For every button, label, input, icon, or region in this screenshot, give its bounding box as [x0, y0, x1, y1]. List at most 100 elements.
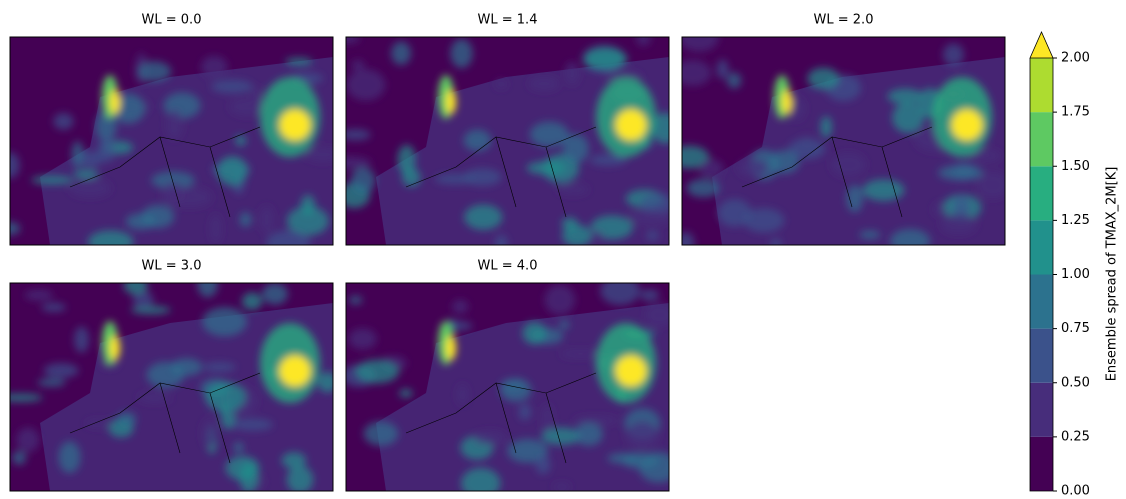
map: [670, 23, 1009, 255]
map: [0, 271, 338, 494]
map-blob: [574, 416, 618, 425]
map-blob: [560, 350, 601, 358]
map-blob: [197, 271, 218, 297]
map-blob: [584, 49, 627, 69]
map-blob: [25, 290, 54, 301]
map-blob: [98, 137, 115, 162]
map-blob: [349, 328, 377, 349]
map: [342, 276, 679, 499]
map-blob: [565, 62, 579, 85]
map-blob: [951, 109, 983, 141]
map-blob: [529, 77, 560, 91]
map-blob: [397, 145, 415, 175]
map-blob: [202, 307, 247, 336]
map-blob: [318, 372, 338, 393]
colorbar-tick-label: 1.25: [1061, 213, 1090, 228]
colorbar-segment: [1030, 58, 1053, 112]
colorbar-extension: [1030, 32, 1053, 58]
colorbar-label: Ensemble spread of TMAX_2M[K]: [1105, 167, 1120, 382]
map-blob: [699, 159, 724, 178]
map-blob: [859, 230, 880, 239]
map-blob: [500, 378, 531, 401]
map-blob: [553, 483, 570, 491]
colorbar-segment: [1030, 220, 1053, 274]
map-blob: [522, 322, 546, 345]
map: [0, 37, 340, 257]
map-blob: [628, 211, 672, 226]
map-blob: [117, 412, 136, 426]
map-blob: [615, 355, 647, 387]
map-blob: [464, 130, 492, 152]
map-blob: [166, 110, 183, 140]
map-blob: [355, 360, 399, 384]
map-blob: [600, 276, 640, 305]
map: [327, 29, 679, 253]
map-blob: [562, 225, 592, 247]
colorbar-tick-label: 1.75: [1061, 105, 1090, 120]
map-blob: [138, 393, 172, 403]
map-blob: [807, 68, 839, 90]
colorbar-tick-label: 1.50: [1061, 159, 1090, 174]
map-blob: [69, 180, 111, 198]
map-blob: [58, 441, 80, 473]
map-blob: [943, 43, 964, 66]
map-blob: [536, 455, 551, 474]
map-blob: [74, 326, 89, 352]
map-blob: [674, 60, 711, 86]
map-blob: [890, 229, 930, 253]
map-blob: [452, 300, 468, 314]
map-blob: [137, 61, 171, 82]
map-blob: [770, 239, 781, 249]
map-blob: [457, 384, 468, 405]
map-blob: [495, 235, 508, 253]
map-blob: [306, 147, 340, 161]
map-blob: [31, 176, 73, 185]
map-blob: [519, 404, 531, 421]
map-blob: [474, 431, 507, 445]
colorbar-tick-label: 0.00: [1061, 484, 1090, 499]
map-blob: [782, 90, 792, 114]
map-blob: [37, 378, 65, 386]
map-blob: [335, 33, 360, 43]
map-blob: [126, 213, 156, 229]
map-blob: [210, 214, 221, 244]
map-blob: [364, 421, 399, 445]
map-blob: [16, 427, 39, 452]
map-blob: [461, 468, 501, 499]
map-blob: [545, 285, 575, 315]
map-blob: [464, 204, 502, 229]
colorbar-segment: [1030, 383, 1053, 437]
map-blob: [349, 296, 363, 305]
map-blob: [72, 141, 84, 167]
map-blob: [88, 230, 134, 253]
map-blob: [559, 320, 569, 329]
map-blob: [530, 122, 569, 147]
map-blob: [717, 59, 729, 78]
map-blob: [352, 60, 365, 71]
map-blob: [557, 184, 589, 194]
map-blob: [450, 39, 472, 68]
map-blob: [646, 231, 658, 241]
map-blob: [434, 174, 476, 185]
panel-title: WL = 0.0: [142, 13, 202, 28]
map-blob: [1, 152, 19, 178]
map-blob: [887, 88, 923, 104]
map-blob: [625, 421, 659, 449]
map-blob: [211, 80, 253, 94]
map-blob: [351, 167, 376, 194]
map-blob: [279, 355, 311, 387]
figure: Ensemble spread of TMAX_2M[K] WL = 0.0 WL…: [0, 0, 1126, 499]
map-blob: [232, 418, 273, 430]
map-blob: [217, 156, 248, 186]
colorbar-segment: [1030, 329, 1053, 383]
map-blob: [831, 153, 866, 177]
panel-title: WL = 3.0: [142, 259, 202, 274]
map-blob: [131, 306, 171, 314]
map-blob: [279, 109, 311, 141]
map-blob: [933, 203, 945, 217]
map-blob: [399, 389, 413, 398]
map-blob: [239, 212, 251, 227]
map-blob: [202, 418, 218, 447]
map-blob: [575, 422, 603, 445]
map-blob: [235, 135, 246, 146]
